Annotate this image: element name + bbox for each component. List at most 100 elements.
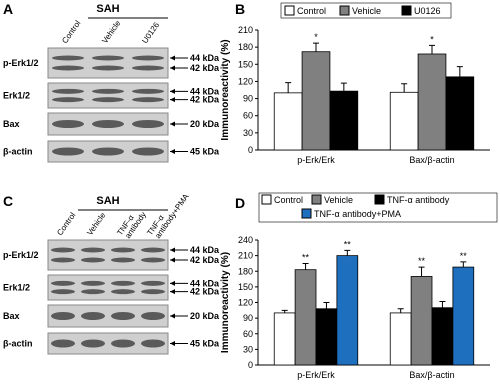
bar [410, 276, 433, 366]
band [92, 88, 124, 94]
band [132, 120, 164, 128]
bar [452, 266, 475, 366]
lane-label: U0126 [140, 20, 161, 45]
legend-swatch [401, 5, 412, 16]
x-tick-label: p-Erk/Erk [297, 155, 335, 165]
band [111, 289, 135, 295]
y-tick-label: 150 [238, 59, 253, 69]
size-label: 42 kDa [190, 287, 220, 297]
band [52, 55, 84, 61]
band [111, 339, 135, 348]
y-tick-label: 90 [243, 94, 253, 104]
error-bar [401, 83, 408, 93]
bar [417, 53, 447, 151]
significance: ** [344, 239, 352, 249]
band [52, 97, 84, 103]
bar [273, 312, 296, 366]
row-label: p-Erk1/2 [3, 250, 39, 260]
bar [294, 269, 317, 366]
y-tick-label: 180 [238, 42, 253, 52]
arrow-head [170, 97, 175, 103]
legend-label: TNF-α antibody+PMA [314, 209, 401, 219]
bar [389, 312, 412, 366]
y-tick-label: 60 [243, 329, 253, 339]
y-tick-label: 120 [238, 298, 253, 308]
y-tick-label: 0 [248, 360, 253, 370]
blot-strip [47, 82, 169, 109]
lane-label: Vehicle [100, 18, 122, 45]
panel-label: C [3, 193, 13, 209]
row-label: β-actin [3, 339, 33, 349]
error-bar [344, 249, 351, 256]
band [92, 97, 124, 103]
bar [315, 308, 338, 366]
band [141, 312, 165, 320]
size-label: 20 kDa [190, 119, 220, 129]
arrow-head [170, 341, 175, 346]
legend-label: Control [297, 6, 326, 16]
x-tick-label: Bax/β-actin [409, 370, 454, 380]
bar [445, 76, 475, 151]
error-bar [429, 44, 435, 54]
arrow-head [170, 289, 175, 295]
y-tick-label: 210 [238, 25, 253, 35]
y-tick-label: 30 [243, 344, 253, 354]
band [81, 339, 105, 348]
x-tick-label: Bax/β-actin [409, 155, 454, 165]
size-label: 44 kDa [190, 86, 220, 96]
band [132, 55, 164, 61]
error-bar [313, 42, 319, 52]
y-tick-label: 90 [243, 313, 253, 323]
lane-label: Control [60, 19, 82, 45]
band [51, 312, 75, 320]
bar [329, 90, 359, 151]
y-axis-label: Immunoreactivity (%) [220, 39, 231, 140]
significance: ** [302, 252, 310, 262]
arrow-head [170, 149, 175, 154]
band [52, 147, 84, 156]
band [111, 280, 135, 286]
band [141, 280, 165, 286]
blot-strip [47, 304, 169, 328]
size-label: 44 kDa [190, 53, 220, 63]
legend-label: U0126 [414, 6, 441, 16]
error-bar [323, 302, 330, 309]
band [81, 280, 105, 286]
band [81, 257, 105, 263]
error-bar [456, 66, 463, 77]
panel-label: B [235, 1, 245, 17]
legend-label: TNF-α antibody [387, 195, 450, 205]
legend-label: Control [274, 195, 303, 205]
band [52, 88, 84, 94]
panel-label: D [235, 195, 245, 211]
band [52, 65, 84, 71]
legend-box [280, 2, 452, 19]
row-label: Erk1/2 [3, 91, 30, 101]
band [81, 247, 105, 253]
arrow-head [170, 121, 175, 127]
band [111, 247, 135, 253]
bar [301, 51, 331, 151]
band [141, 247, 165, 253]
y-tick-label: 180 [238, 266, 253, 276]
blot-strip [47, 332, 169, 355]
bar [389, 91, 419, 151]
y-axis-label: Immunoreactivity (%) [220, 252, 231, 353]
size-label: 20 kDa [190, 311, 220, 321]
error-bar [285, 82, 292, 93]
size-label: 42 kDa [190, 95, 220, 105]
band [51, 339, 75, 348]
size-label: 45 kDa [190, 147, 220, 157]
row-label: β-actin [3, 147, 33, 157]
lane-label: Vehicle [85, 210, 107, 237]
row-label: p-Erk1/2 [3, 58, 39, 68]
error-bar [340, 82, 347, 92]
bar [336, 255, 359, 366]
size-label: 44 kDa [190, 278, 220, 288]
y-tick-label: 150 [238, 282, 253, 292]
size-label: 42 kDa [190, 63, 220, 73]
bar [273, 92, 303, 151]
group-label: SAH [96, 3, 119, 15]
row-label: Bax [3, 311, 20, 321]
